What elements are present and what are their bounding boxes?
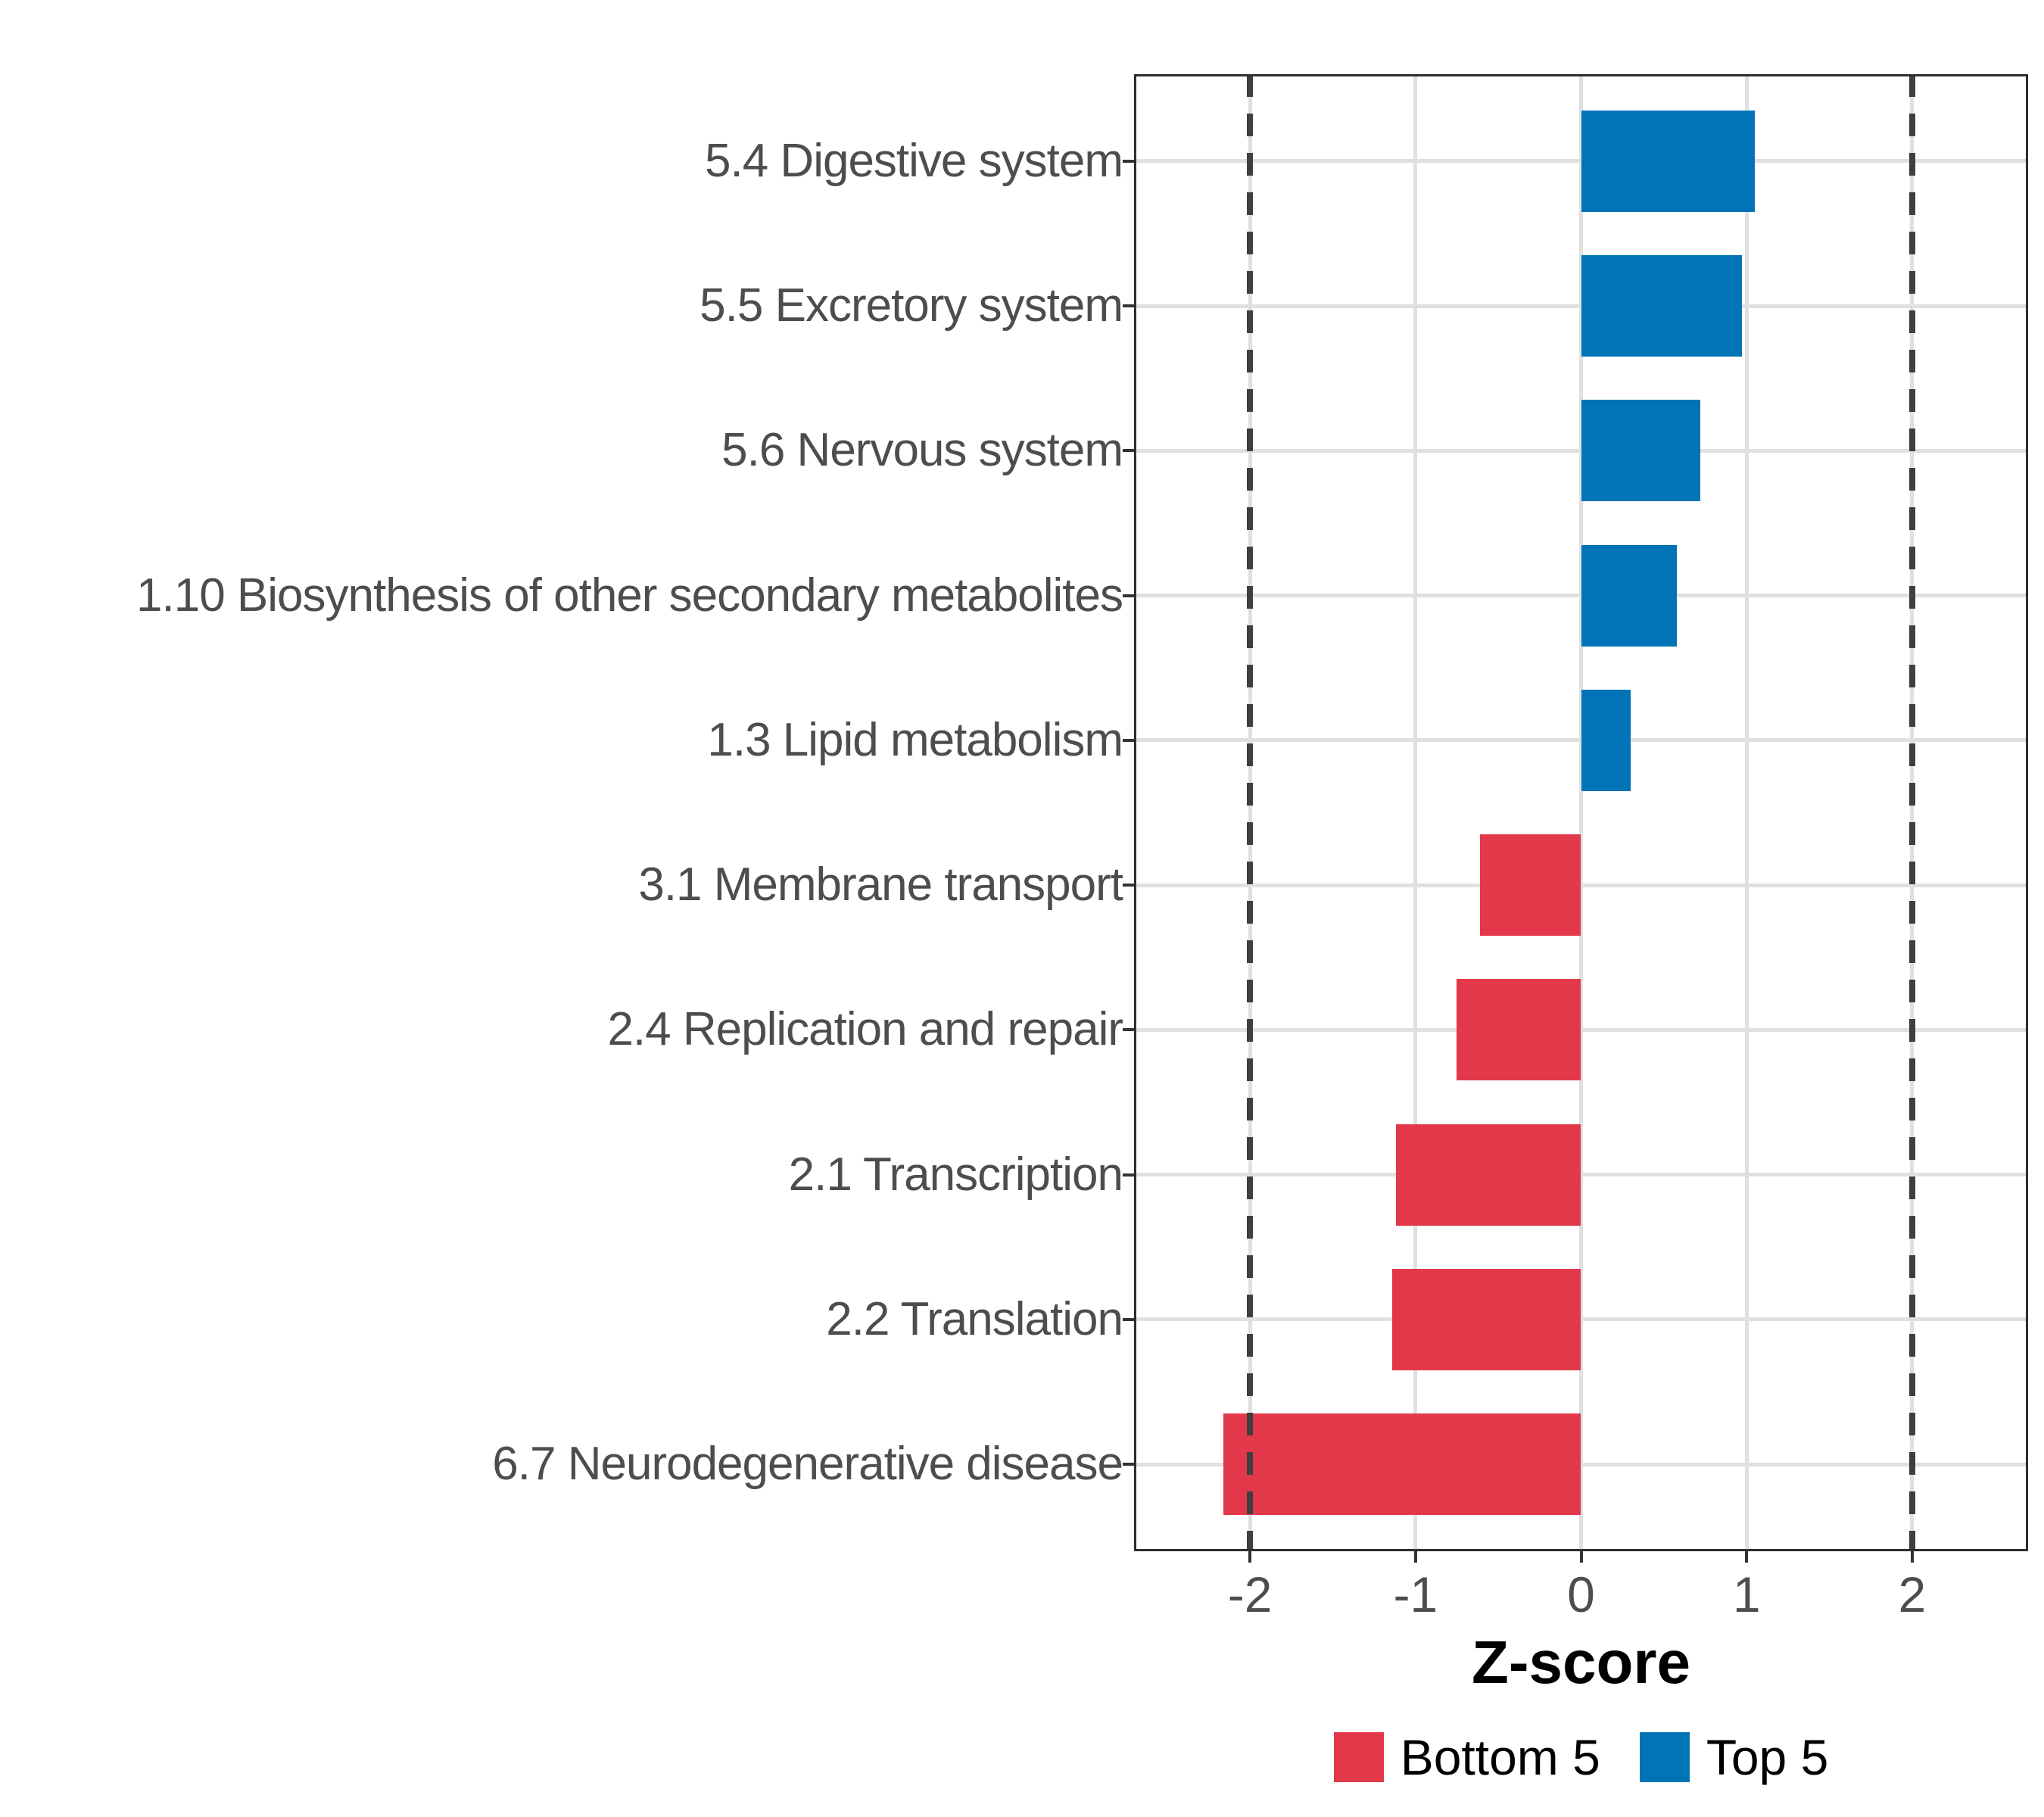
x-axis-tick xyxy=(1248,1551,1252,1563)
legend-item-top5: Top 5 xyxy=(1639,1729,1829,1785)
x-gridline xyxy=(1744,74,1749,1551)
bar-2-1-transcription xyxy=(1395,1124,1581,1226)
legend-swatch-top5 xyxy=(1639,1732,1690,1782)
y-axis-label: 5.6 Nervous system xyxy=(721,424,1123,477)
y-axis-tick xyxy=(1123,159,1134,163)
x-gridline xyxy=(1579,74,1583,1551)
legend-label-top5: Top 5 xyxy=(1706,1729,1829,1785)
y-axis-tick xyxy=(1123,449,1134,453)
y-axis-tick xyxy=(1123,884,1134,887)
bar-2-4-replication-and-repair xyxy=(1457,979,1581,1081)
y-axis-label: 2.4 Replication and repair xyxy=(607,1003,1123,1056)
bar-1-3-lipid-metabolism xyxy=(1581,689,1631,791)
x-axis-tick xyxy=(1745,1551,1749,1563)
y-axis-tick xyxy=(1123,1463,1134,1466)
y-gridline xyxy=(1134,1462,2028,1466)
bar-2-2-translation xyxy=(1392,1268,1581,1370)
y-axis-label: 3.1 Membrane transport xyxy=(638,859,1123,912)
y-axis-label: 1.3 Lipid metabolism xyxy=(707,713,1123,766)
legend: Bottom 5 Top 5 xyxy=(1134,1732,2028,1782)
legend-item-bottom5: Bottom 5 xyxy=(1333,1729,1600,1785)
x-axis-tick-label: 0 xyxy=(1567,1566,1595,1622)
x-axis-title: Z-score xyxy=(1472,1628,1690,1696)
y-axis-label: 6.7 Neurodegenerative disease xyxy=(492,1438,1123,1491)
x-axis-tick xyxy=(1413,1551,1417,1563)
y-axis-label: 1.10 Biosynthesis of other secondary met… xyxy=(136,569,1123,622)
legend-swatch-bottom5 xyxy=(1333,1732,1384,1782)
bar-5-4-digestive-system xyxy=(1581,110,1756,212)
y-axis-label: 5.4 Digestive system xyxy=(705,134,1123,187)
bar-5-5-excretory-system xyxy=(1581,255,1742,357)
bar-6-7-neurodegenerative-disease xyxy=(1223,1413,1581,1516)
dashed-reference-line xyxy=(1247,74,1254,1551)
legend-label-bottom5: Bottom 5 xyxy=(1400,1729,1600,1785)
bar-1-10-biosynthesis-of-other-secondary-metabolites xyxy=(1581,544,1678,647)
x-axis-tick-label: -2 xyxy=(1227,1566,1273,1622)
y-axis-tick xyxy=(1123,594,1134,597)
y-gridline xyxy=(1134,1317,2028,1322)
x-axis-tick-label: 2 xyxy=(1898,1566,1927,1622)
y-axis-tick xyxy=(1123,1028,1134,1032)
dashed-reference-line xyxy=(1908,74,1915,1551)
y-axis-tick xyxy=(1123,1317,1134,1321)
y-gridline xyxy=(1134,883,2028,887)
bar-3-1-membrane-transport xyxy=(1480,834,1581,937)
bar-5-6-nervous-system xyxy=(1581,400,1700,502)
y-gridline xyxy=(1134,1173,2028,1177)
y-axis-label: 5.5 Excretory system xyxy=(700,279,1123,332)
y-axis-tick xyxy=(1123,738,1134,742)
x-axis-tick-label: 1 xyxy=(1732,1566,1761,1622)
x-axis-tick-label: -1 xyxy=(1393,1566,1438,1622)
y-axis-label: 2.2 Translation xyxy=(826,1292,1123,1345)
y-axis-label: 2.1 Transcription xyxy=(788,1148,1123,1201)
x-axis-tick xyxy=(1579,1551,1583,1563)
x-axis-tick xyxy=(1910,1551,1914,1563)
y-gridline xyxy=(1134,1027,2028,1032)
y-axis-tick xyxy=(1123,304,1134,308)
y-axis-tick xyxy=(1123,1173,1134,1177)
x-gridline xyxy=(1413,74,1418,1551)
